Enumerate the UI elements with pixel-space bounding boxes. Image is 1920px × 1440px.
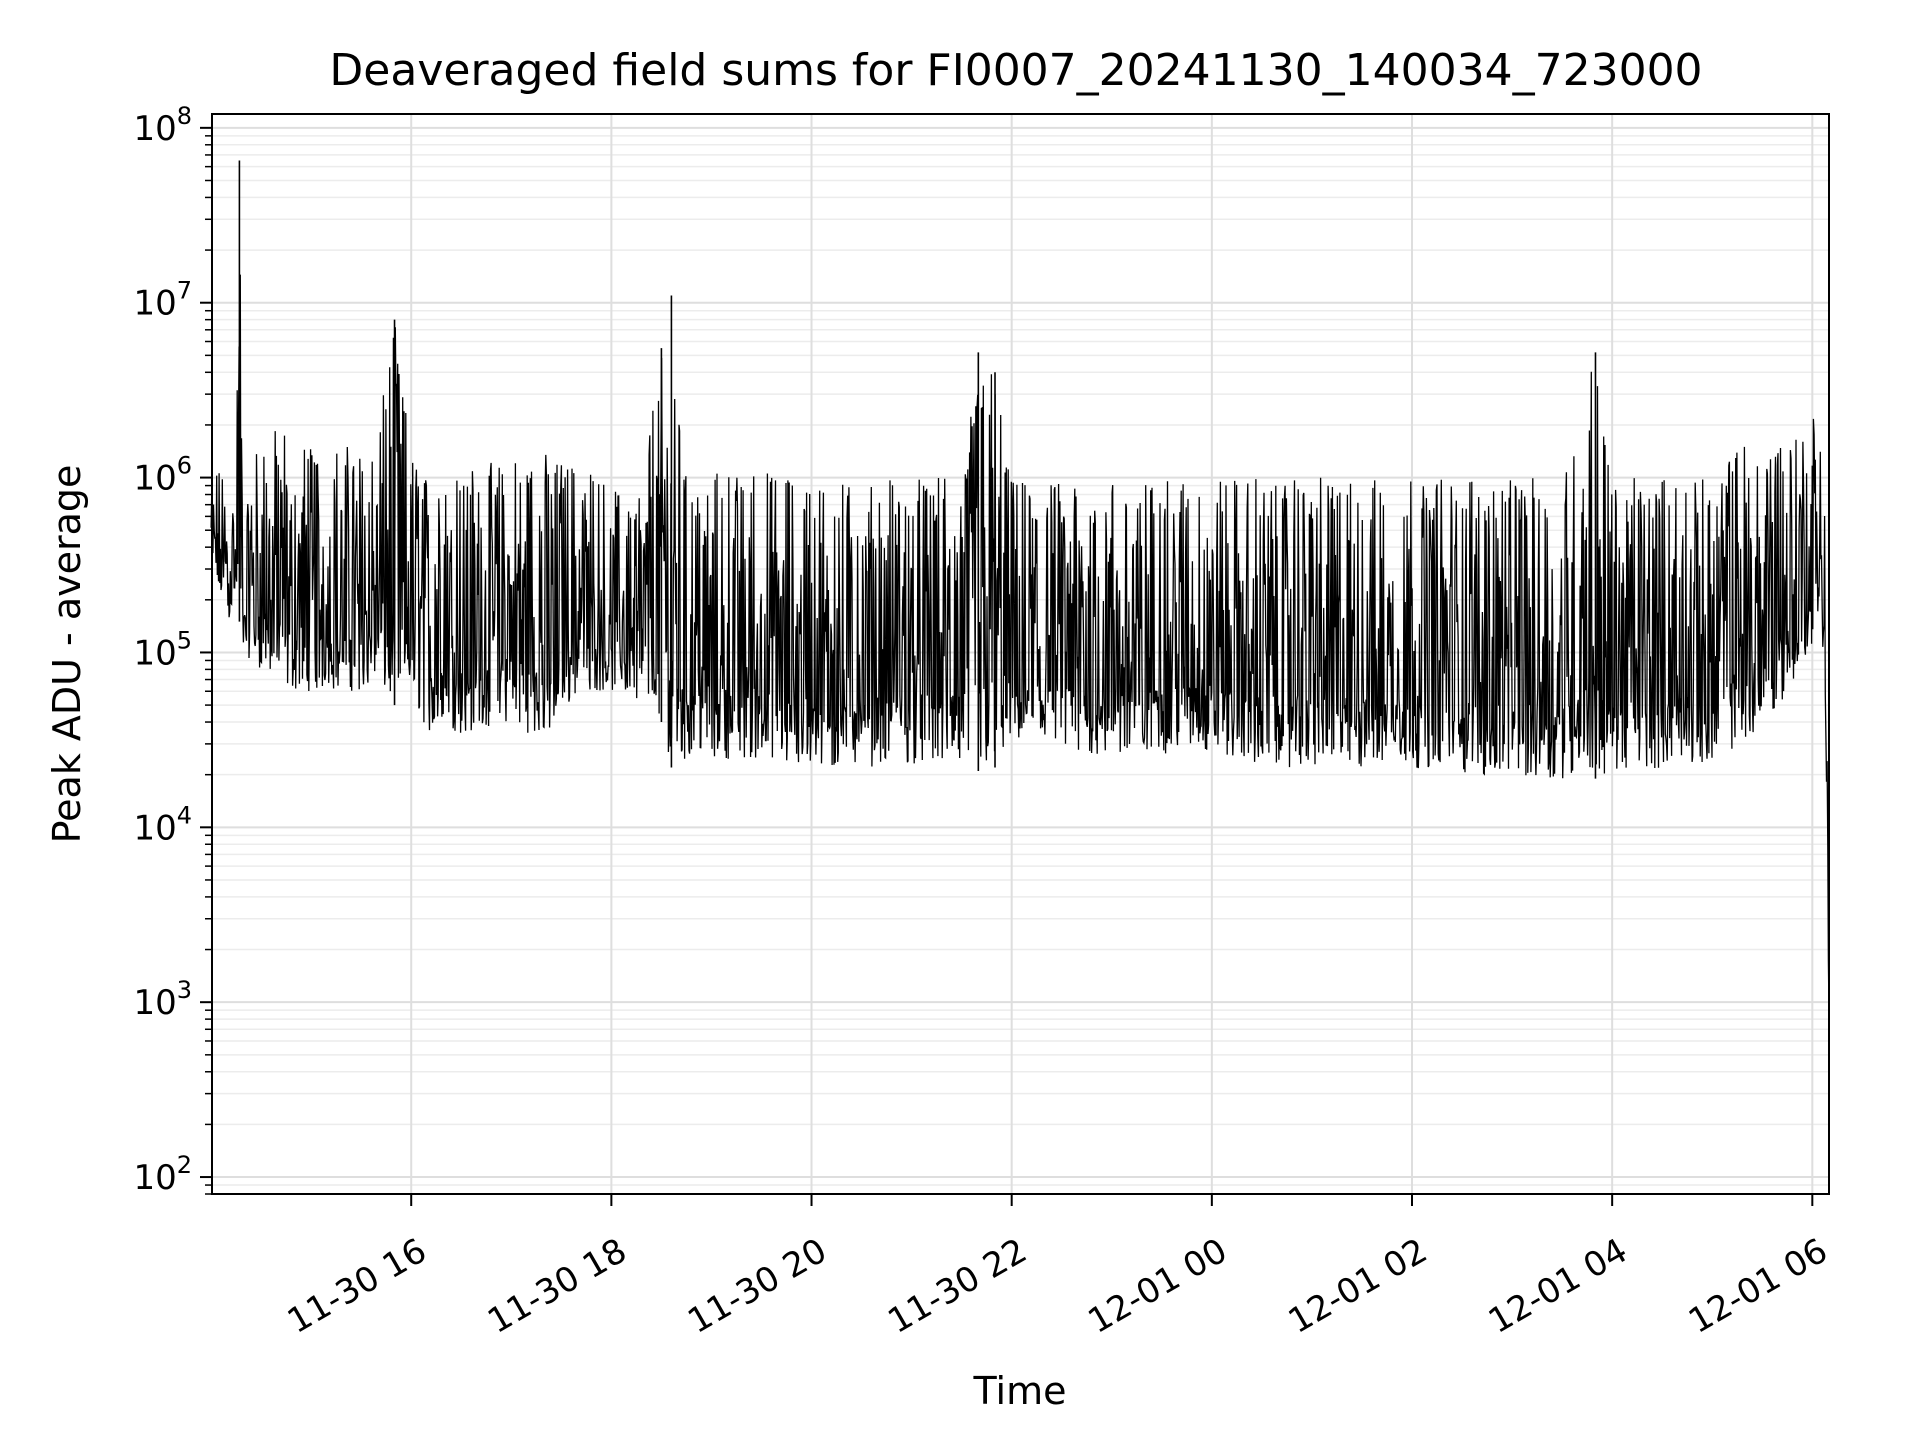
y-tick-label: 105 <box>133 626 192 673</box>
x-axis-label: Time <box>973 1369 1067 1413</box>
y-tick-label: 102 <box>133 1151 192 1198</box>
y-tick-label: 107 <box>133 277 192 324</box>
series-group <box>210 160 1830 1015</box>
y-tick-label: 104 <box>133 801 192 848</box>
grid <box>212 114 1829 1195</box>
y-axis-label: Peak ADU - average <box>45 465 89 844</box>
series-line <box>210 274 1830 1015</box>
y-tick-label: 108 <box>133 102 192 149</box>
y-axis: 102 103 104 105 106 107 108 <box>133 102 212 1198</box>
y-tick-label: 103 <box>133 976 192 1023</box>
chart-title: Deaveraged field sums for FI0007_2024113… <box>329 45 1702 96</box>
y-tick-label: 106 <box>133 452 192 499</box>
plot-frame <box>211 113 1830 1195</box>
